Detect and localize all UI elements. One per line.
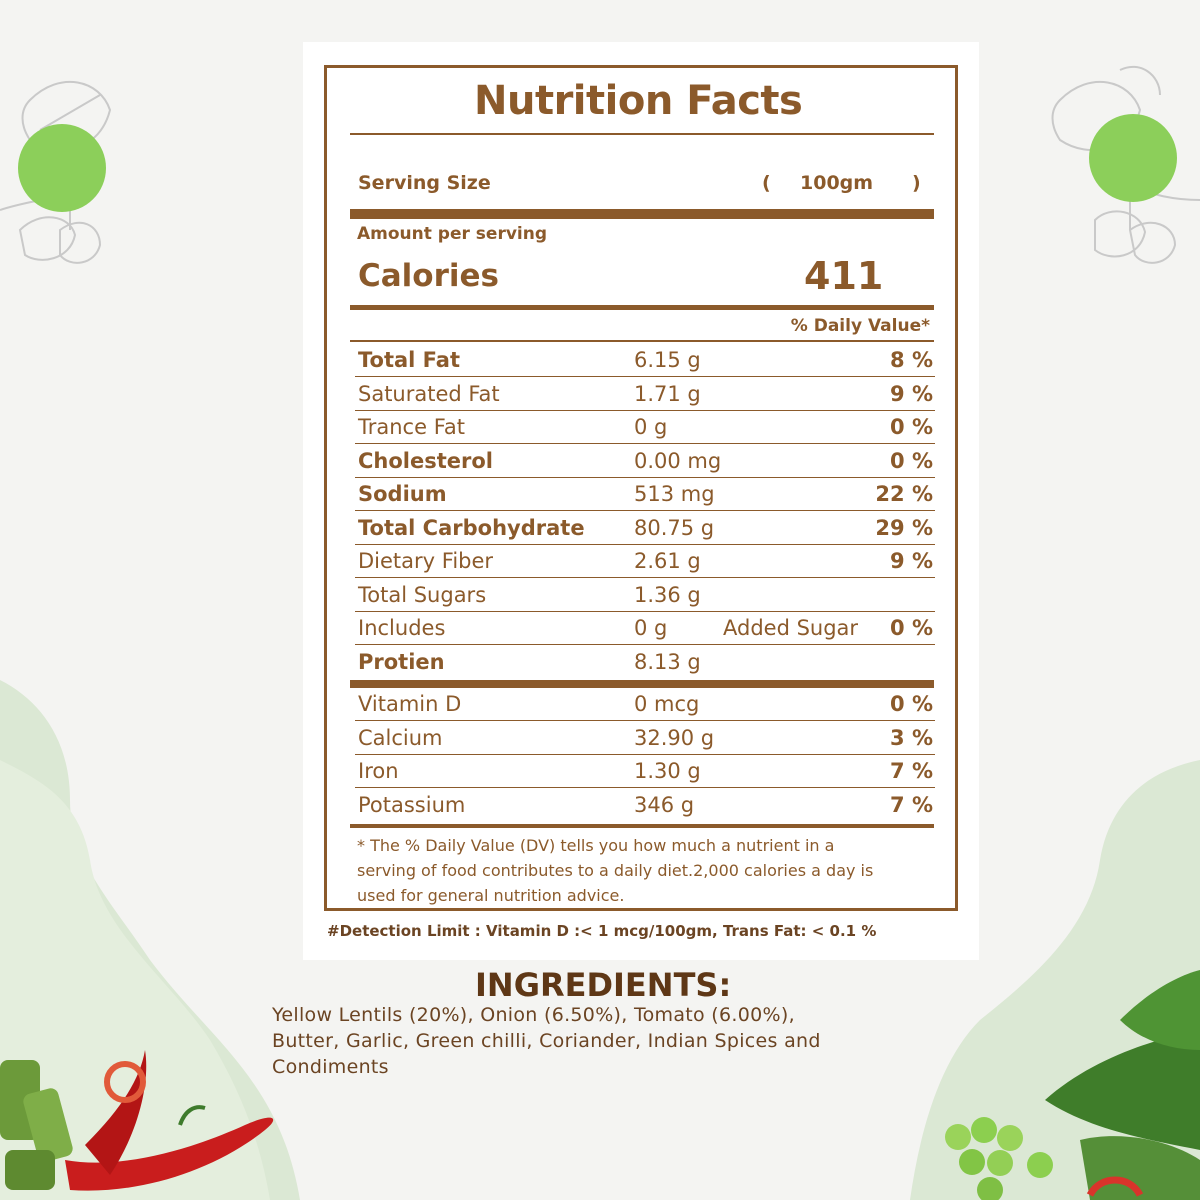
- row-divider: [355, 720, 935, 721]
- ingredients-line-3: Condiments: [272, 1056, 389, 1078]
- amount-per-serving: Amount per serving: [357, 224, 548, 244]
- calories-divider: [350, 305, 934, 310]
- right-leaf-icon: [1051, 65, 1200, 264]
- footnote-line-3: used for general nutrition advice.: [357, 886, 625, 905]
- nutrient-daily-value: 0 %: [890, 616, 933, 640]
- nutrient-row: Includes 0 g Added Sugar 0 %: [355, 612, 935, 645]
- nutrient-row: Trance Fat 0 g 0 %: [355, 411, 935, 444]
- nutrient-name: Saturated Fat: [358, 381, 500, 406]
- row-divider: [355, 476, 935, 478]
- vitamin-daily-value: 7 %: [890, 792, 933, 817]
- nutrient-daily-value: 9 %: [890, 549, 933, 573]
- row-divider: [355, 753, 935, 755]
- nutrient-amount: 1.36 g: [634, 582, 701, 607]
- serving-size-value: 100gm: [800, 172, 874, 194]
- ingredients-title: INGREDIENTS:: [475, 966, 732, 1004]
- nutrient-amount: 80.75 g: [634, 515, 715, 540]
- vitamin-row: Potassium 346 g 7 %: [355, 789, 935, 822]
- nutrient-daily-value: 9 %: [890, 381, 933, 406]
- ingredients-line-2: Butter, Garlic, Green chilli, Coriander,…: [272, 1030, 821, 1052]
- nutrient-name: Total Fat: [358, 348, 461, 372]
- vitamin-amount: 32.90 g: [634, 725, 715, 750]
- nutrient-amount: 0 g: [634, 415, 668, 439]
- vitamin-row: Vitamin D 0 mcg 0 %: [355, 688, 935, 721]
- vitamin-name: Iron: [358, 759, 399, 783]
- vitamin-amount: 1.30 g: [634, 759, 701, 783]
- serving-divider-thick: [350, 209, 934, 219]
- nutrient-daily-value: 8 %: [890, 348, 933, 372]
- serving-size-open-paren: (: [762, 172, 771, 194]
- calories-label: Calories: [358, 258, 499, 294]
- nutrient-row: Total Sugars 1.36 g: [355, 579, 935, 612]
- row-divider: [355, 787, 935, 788]
- nutrient-row: Protien 8.13 g: [355, 646, 935, 679]
- row-divider: [355, 543, 935, 545]
- calories-value: 411: [804, 254, 884, 298]
- nutrient-row: Sodium 513 mg 22 %: [355, 478, 935, 511]
- nutrient-row: Total Fat 6.15 g 8 %: [355, 344, 935, 377]
- nutrient-name: Trance Fat: [358, 415, 465, 439]
- nutrient-name: Total Carbohydrate: [358, 515, 585, 540]
- vitamin-amount: 346 g: [634, 792, 695, 817]
- footnote-line-1: * The % Daily Value (DV) tells you how m…: [357, 836, 835, 855]
- right-vegetables-image: [945, 970, 1200, 1200]
- nutrient-name: Sodium: [358, 482, 447, 506]
- nutrient-amount: 6.15 g: [634, 348, 701, 372]
- nutrient-name: Total Sugars: [358, 582, 487, 607]
- nutrient-amount: 513 mg: [634, 482, 715, 506]
- serving-size-close-paren: ): [912, 172, 921, 194]
- nutrient-daily-value: 0 %: [890, 415, 933, 439]
- daily-value-header: % Daily Value*: [790, 316, 930, 336]
- daily-value-divider: [350, 340, 934, 342]
- vitamin-name: Calcium: [358, 725, 443, 750]
- left-green-circle: [18, 124, 106, 212]
- nutrient-daily-value: 29 %: [875, 515, 933, 540]
- nutrient-name: Protien: [358, 649, 445, 674]
- row-divider: [355, 644, 935, 645]
- nutrient-daily-value: 22 %: [875, 482, 933, 506]
- nutrient-amount: 8.13 g: [634, 649, 701, 674]
- nutrient-row: Total Carbohydrate 80.75 g 29 %: [355, 512, 935, 545]
- nutrient-amount: 1.71 g: [634, 381, 701, 406]
- nutrient-name: Cholesterol: [358, 448, 493, 473]
- title-divider: [350, 133, 934, 135]
- nutrition-card: [303, 42, 979, 960]
- nutrient-name: Includes: [358, 616, 446, 640]
- row-divider: [355, 443, 935, 444]
- ingredients-line-1: Yellow Lentils (20%), Onion (6.50%), Tom…: [272, 1004, 795, 1026]
- vitamin-row: Iron 1.30 g 7 %: [355, 755, 935, 788]
- nutrient-row: Cholesterol 0.00 mg 0 %: [355, 445, 935, 478]
- footnote-divider: [350, 824, 934, 828]
- row-divider: [355, 577, 935, 578]
- label-title: Nutrition Facts: [474, 78, 803, 124]
- left-vegetables-image: [0, 1050, 274, 1191]
- detection-limit-note: #Detection Limit : Vitamin D :< 1 mcg/10…: [327, 922, 877, 940]
- nutrient-row: Saturated Fat 1.71 g 9 %: [355, 378, 935, 411]
- vitamin-daily-value: 0 %: [890, 692, 933, 716]
- vitamin-name: Potassium: [358, 792, 466, 817]
- nutrient-amount: 0 g: [634, 616, 668, 640]
- row-divider: [355, 610, 935, 612]
- nutrient-row: Dietary Fiber 2.61 g 9 %: [355, 545, 935, 578]
- vitamin-row: Calcium 32.90 g 3 %: [355, 722, 935, 755]
- row-divider: [355, 510, 935, 511]
- vitamin-daily-value: 7 %: [890, 759, 933, 783]
- nutrient-amount: 0.00 mg: [634, 448, 722, 473]
- nutrient-amount: 2.61 g: [634, 549, 701, 573]
- nutrient-extra-label: Added Sugar: [723, 616, 859, 640]
- nutrition-label-border: [324, 65, 958, 911]
- vitamin-name: Vitamin D: [358, 692, 462, 716]
- vitamin-daily-value: 3 %: [890, 725, 933, 750]
- row-divider: [355, 409, 935, 411]
- nutrient-name: Dietary Fiber: [358, 549, 494, 573]
- serving-size-label: Serving Size: [358, 172, 491, 194]
- nutrient-daily-value: 0 %: [890, 448, 933, 473]
- vitamin-amount: 0 mcg: [634, 692, 700, 716]
- right-green-circle: [1089, 114, 1177, 202]
- footnote-line-2: serving of food contributes to a daily d…: [357, 861, 874, 880]
- row-divider: [355, 376, 935, 377]
- vitamins-divider-thick: [350, 680, 934, 688]
